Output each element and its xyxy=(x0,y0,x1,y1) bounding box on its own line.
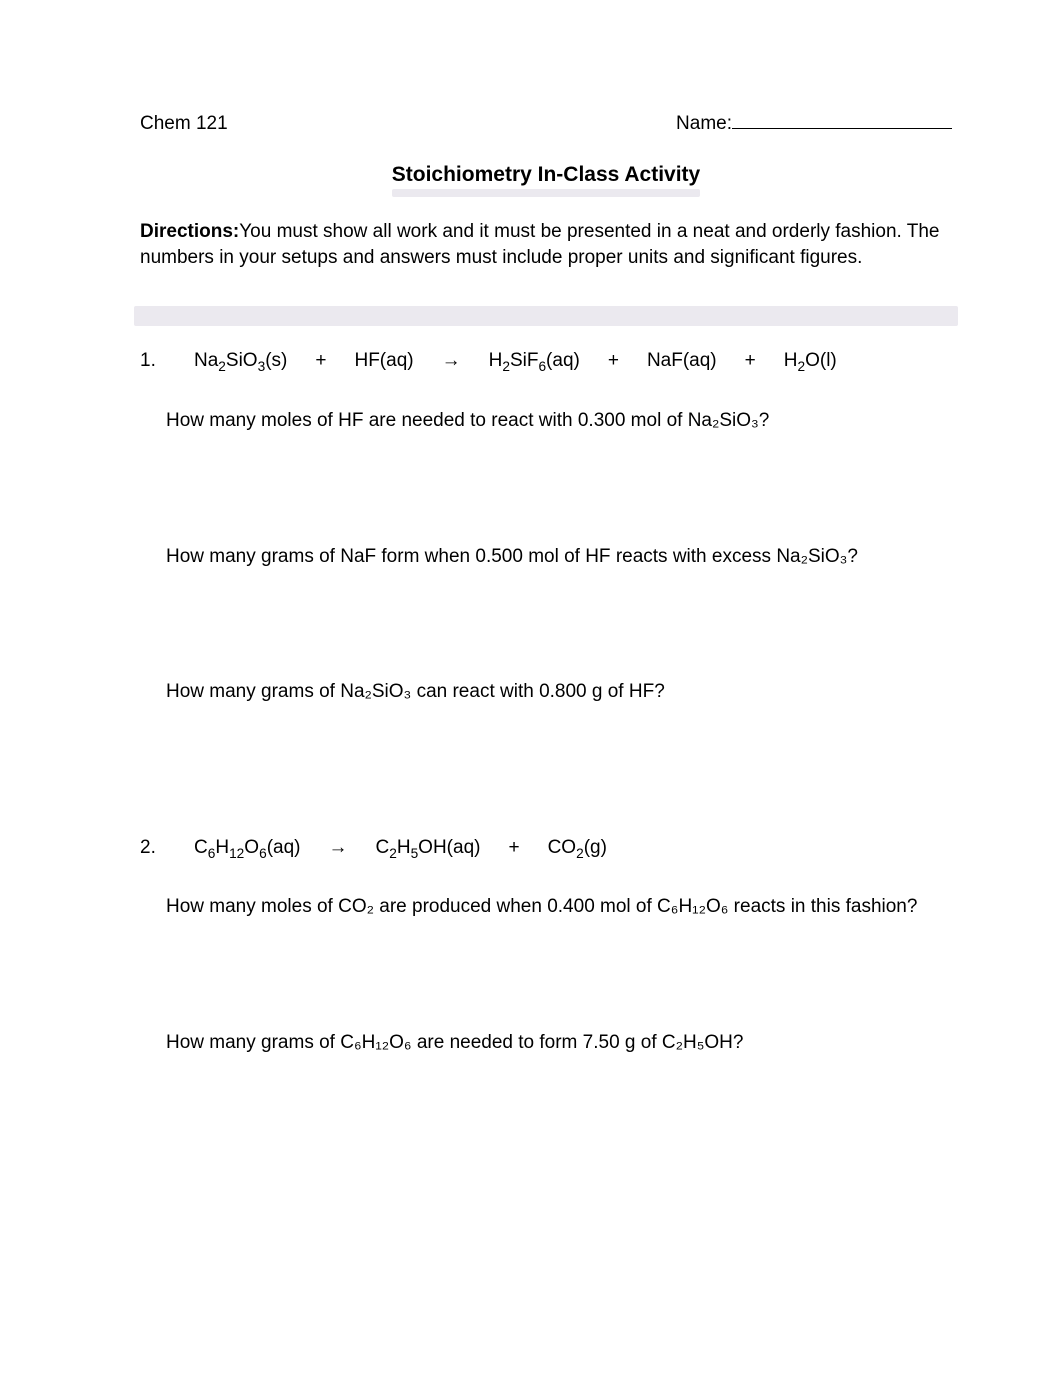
arrow-icon: → xyxy=(442,348,461,374)
q1-number: 1. xyxy=(140,348,166,374)
course-label: Chem 121 xyxy=(140,111,228,137)
s: 2 xyxy=(218,359,226,374)
t: SiO xyxy=(226,350,258,371)
t: C xyxy=(194,837,208,858)
t: SiF xyxy=(510,350,539,371)
s: 12 xyxy=(229,846,244,861)
q1-equation: 1. Na2SiO3(s) + HF(aq) → H2SiF6(aq) + Na… xyxy=(140,348,952,374)
q1-product-1: H2SiF6(aq) xyxy=(489,348,580,374)
name-label: Name: xyxy=(676,113,732,134)
s: 2 xyxy=(389,846,397,861)
s: 6 xyxy=(538,359,546,374)
q1-product-3: H2O(l) xyxy=(784,348,837,374)
t: (aq) xyxy=(267,837,301,858)
q1-part-b: How many grams of NaF form when 0.500 mo… xyxy=(166,544,952,570)
q2-number: 2. xyxy=(140,835,166,861)
t: O(l) xyxy=(805,350,837,371)
t: (s) xyxy=(265,350,287,371)
t: H xyxy=(489,350,503,371)
q2-reactant-1: C6H12O6(aq) xyxy=(194,835,300,861)
s: 6 xyxy=(259,846,267,861)
name-field: Name: xyxy=(676,110,952,137)
t: O xyxy=(244,837,259,858)
t: H xyxy=(397,837,411,858)
arrow-icon: → xyxy=(328,835,347,861)
page-title: Stoichiometry In-Class Activity xyxy=(140,161,952,189)
directions: Directions:You must show all work and it… xyxy=(140,219,952,270)
q2-part-b: How many grams of C₆H₁₂O₆ are needed to … xyxy=(166,1030,952,1056)
plus: + xyxy=(745,348,756,374)
q1-part-a: How many moles of HF are needed to react… xyxy=(166,408,952,434)
directions-text: You must show all work and it must be pr… xyxy=(140,221,940,268)
name-blank-line[interactable] xyxy=(732,110,952,129)
q2-part-a: How many moles of CO₂ are produced when … xyxy=(166,894,952,920)
t: OH(aq) xyxy=(418,837,480,858)
s: 2 xyxy=(502,359,510,374)
q1-part-c: How many grams of Na₂SiO₃ can react with… xyxy=(166,679,952,705)
t: (aq) xyxy=(546,350,580,371)
q2-product-2: CO2(g) xyxy=(548,835,607,861)
plus: + xyxy=(315,348,326,374)
t: CO xyxy=(548,837,577,858)
question-1: 1. Na2SiO3(s) + HF(aq) → H2SiF6(aq) + Na… xyxy=(140,348,952,705)
question-2: 2. C6H12O6(aq) → C2H5OH(aq) + CO2(g) How… xyxy=(140,835,952,1056)
directions-label: Directions: xyxy=(140,221,239,242)
title-text: Stoichiometry In-Class Activity xyxy=(392,161,700,189)
q1-product-2: NaF(aq) xyxy=(647,348,717,374)
plus: + xyxy=(508,835,519,861)
q2-product-1: C2H5OH(aq) xyxy=(375,835,480,861)
t: (g) xyxy=(584,837,607,858)
q2-equation: 2. C6H12O6(aq) → C2H5OH(aq) + CO2(g) xyxy=(140,835,952,861)
q1-reactant-2: HF(aq) xyxy=(354,348,413,374)
header-row: Chem 121 Name: xyxy=(140,110,952,137)
t: H xyxy=(215,837,229,858)
t: C xyxy=(375,837,389,858)
t: Na xyxy=(194,350,218,371)
s: 2 xyxy=(576,846,584,861)
t: H xyxy=(784,350,798,371)
s: 2 xyxy=(797,359,805,374)
q1-reactant-1: Na2SiO3(s) xyxy=(194,348,287,374)
highlight-bar xyxy=(134,306,958,326)
plus: + xyxy=(608,348,619,374)
